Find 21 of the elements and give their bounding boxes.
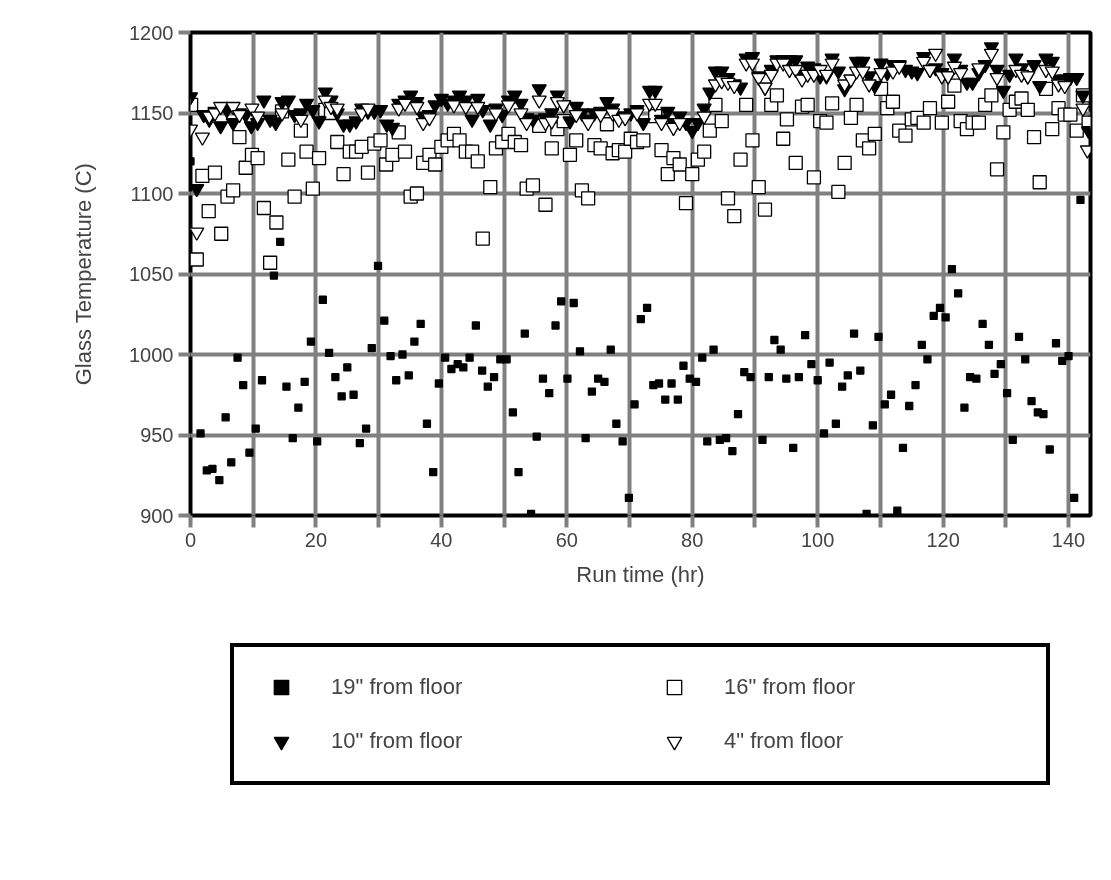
x-tick-label: 100: [800, 528, 835, 551]
y-tick-label: 1150: [130, 102, 174, 124]
y-tick-label: 950: [140, 424, 174, 446]
legend-label: 4" from floor: [724, 728, 845, 754]
x-tick-label: 40: [430, 528, 453, 551]
y-tick-label: 1100: [130, 182, 174, 205]
y-tick-label: 1000: [129, 343, 174, 366]
y-axis-title: Glass Temperature (C): [71, 163, 97, 386]
legend-label: 19" from floor: [331, 674, 464, 700]
x-tick-label: 20: [304, 528, 328, 551]
legend-label: 10" from floor: [331, 728, 464, 754]
x-tick-label: 80: [681, 528, 704, 551]
x-axis-title: Run time (hr): [576, 561, 705, 587]
legend-label: 16" from floor: [724, 674, 857, 700]
y-tick-label: 1200: [129, 21, 174, 44]
x-tick-label: 0: [184, 528, 197, 551]
x-tick-label: 60: [555, 528, 578, 551]
x-tick-label: 120: [926, 528, 960, 551]
y-tick-label: 1050: [129, 263, 174, 285]
x-tick-label: 140: [1051, 528, 1086, 551]
y-tick-label: 900: [140, 504, 174, 527]
